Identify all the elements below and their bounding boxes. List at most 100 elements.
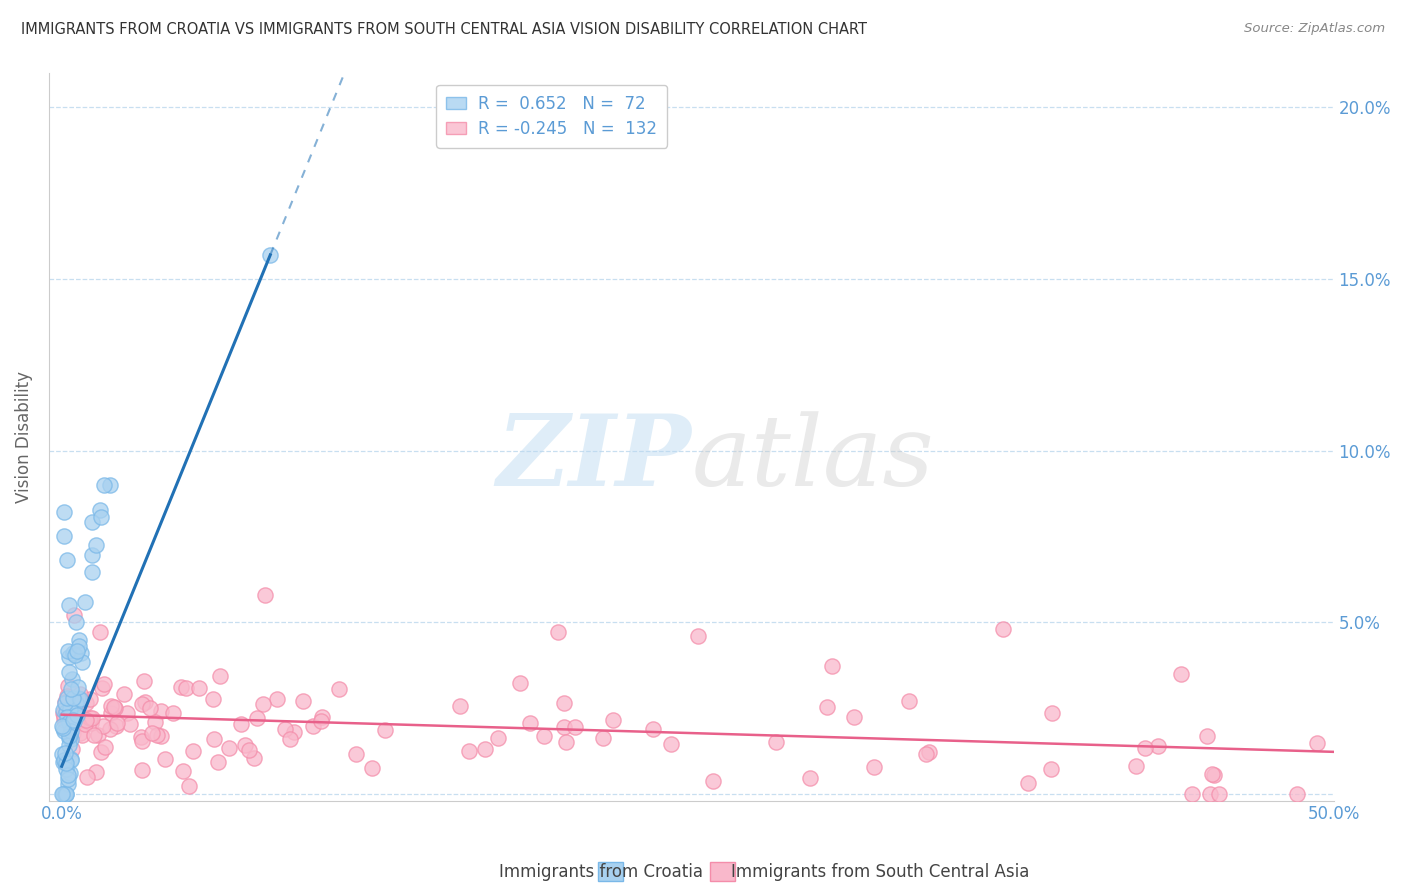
Point	[66, 707, 89, 722]
Point	[66, 681, 89, 695]
Point	[84, 764, 107, 779]
Point	[112, 687, 135, 701]
Point	[274, 722, 297, 736]
Point	[918, 745, 941, 759]
Point	[821, 658, 844, 673]
Point	[344, 747, 367, 762]
Point	[129, 730, 152, 744]
Point	[361, 761, 384, 775]
Point	[53, 529, 76, 543]
Point	[132, 673, 155, 688]
Point	[150, 729, 173, 743]
Point	[458, 744, 481, 758]
Point	[60, 741, 83, 756]
Point	[60, 732, 83, 747]
Point	[53, 708, 76, 723]
Point	[60, 672, 83, 686]
Point	[55, 705, 77, 719]
Point	[1181, 787, 1204, 801]
Point	[58, 768, 80, 782]
Point	[93, 677, 115, 691]
Point	[181, 744, 204, 758]
Point	[105, 715, 128, 730]
Point	[62, 691, 84, 706]
Point	[58, 598, 80, 612]
Point	[52, 706, 75, 721]
Point	[509, 676, 531, 690]
Point	[179, 779, 201, 793]
Point	[146, 728, 169, 742]
Point	[58, 665, 80, 680]
Point	[83, 729, 105, 743]
Point	[449, 698, 471, 713]
Point	[842, 710, 865, 724]
Point	[58, 715, 80, 730]
Point	[533, 730, 555, 744]
Point	[141, 726, 163, 740]
Point	[89, 502, 111, 516]
Point	[90, 681, 112, 695]
Point	[799, 771, 821, 785]
Point	[311, 714, 333, 728]
Point	[59, 752, 82, 766]
Point	[52, 703, 75, 717]
Point	[1208, 787, 1230, 801]
Point	[66, 644, 89, 658]
Point	[592, 731, 614, 745]
Point	[55, 762, 77, 776]
Point	[486, 731, 509, 746]
Point	[62, 713, 84, 727]
Point	[1286, 787, 1309, 801]
Point	[131, 697, 153, 711]
Point	[1147, 739, 1170, 754]
Point	[897, 694, 920, 708]
Point	[65, 648, 87, 662]
Point	[100, 699, 122, 714]
Point	[62, 726, 84, 740]
Point	[207, 755, 229, 769]
Point	[52, 756, 75, 770]
Point	[75, 717, 97, 731]
Point	[1199, 787, 1222, 801]
Point	[915, 747, 938, 761]
Point	[702, 774, 724, 789]
Text: atlas: atlas	[692, 411, 934, 507]
Point	[84, 538, 107, 552]
Point	[1195, 729, 1218, 743]
Point	[201, 692, 224, 706]
Point	[474, 742, 496, 756]
Point	[60, 716, 83, 731]
Point	[229, 716, 252, 731]
Point	[53, 724, 76, 739]
Point	[79, 715, 101, 730]
Point	[86, 728, 108, 742]
Point	[56, 644, 79, 658]
Point	[59, 728, 82, 742]
Point	[52, 721, 75, 735]
Point	[58, 649, 80, 664]
Point	[58, 729, 80, 743]
Point	[659, 737, 682, 751]
Point	[259, 248, 281, 262]
Point	[98, 478, 121, 492]
Point	[58, 726, 80, 740]
Point	[53, 696, 76, 710]
Point	[90, 745, 112, 759]
Point	[266, 691, 288, 706]
Point	[59, 702, 82, 716]
Point	[72, 728, 94, 742]
Point	[56, 689, 79, 703]
Point	[73, 595, 96, 609]
Point	[547, 625, 569, 640]
Point	[1125, 759, 1147, 773]
Point	[56, 710, 79, 724]
Point	[67, 640, 90, 654]
Point	[174, 681, 197, 696]
Point	[91, 719, 114, 733]
Text: Immigrants from South Central Asia: Immigrants from South Central Asia	[731, 863, 1029, 881]
Point	[564, 720, 586, 734]
Point	[80, 565, 103, 579]
Point	[67, 691, 90, 706]
Point	[134, 695, 156, 709]
Point	[76, 770, 98, 784]
